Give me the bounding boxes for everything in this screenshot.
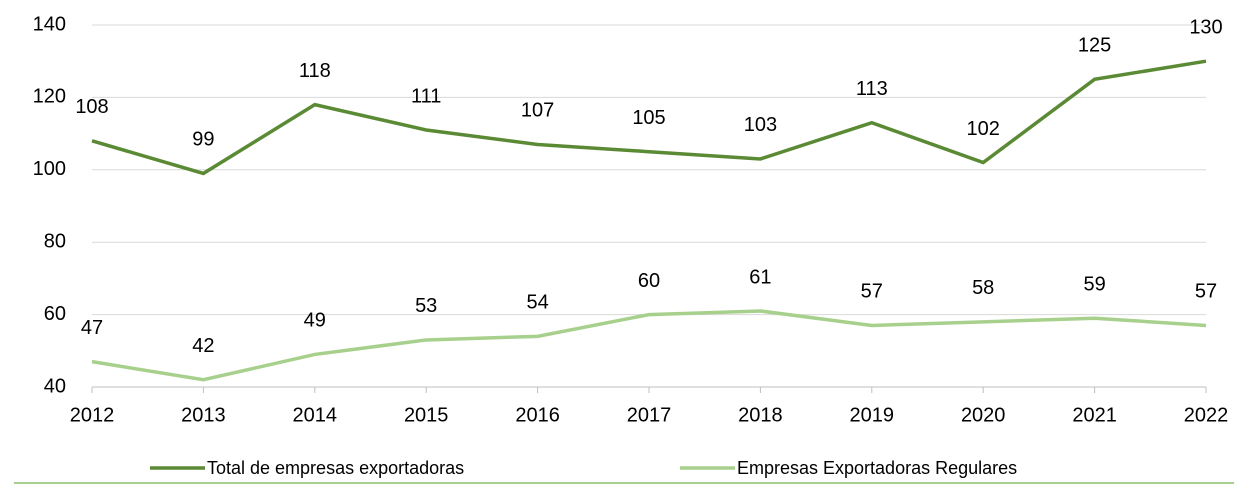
x-tick-label: 2020 — [961, 404, 1006, 426]
series-line — [91, 309, 1207, 382]
x-tick-label: 2016 — [515, 404, 560, 426]
x-tick-label: 2012 — [70, 404, 115, 426]
x-tick-label: 2015 — [404, 404, 449, 426]
data-label: 118 — [299, 60, 331, 82]
data-label: 57 — [1195, 281, 1217, 303]
x-tick-label: 2018 — [738, 404, 783, 426]
x-tick-label: 2022 — [1184, 404, 1229, 426]
y-tick-label: 60 — [44, 303, 66, 325]
data-label: 111 — [411, 85, 441, 107]
y-tick-label: 100 — [33, 158, 66, 180]
data-label: 47 — [81, 317, 103, 339]
data-label: 108 — [75, 96, 108, 118]
data-label: 107 — [521, 100, 554, 122]
y-tick-label: 120 — [33, 86, 66, 108]
data-label: 105 — [632, 107, 665, 129]
y-tick-label: 140 — [33, 13, 66, 35]
x-tick-label: 2019 — [850, 404, 895, 426]
data-label: 49 — [304, 310, 326, 332]
series-line — [91, 59, 1207, 176]
data-label: 130 — [1189, 16, 1222, 38]
legend-label: Empresas Exportadoras Regulares — [737, 458, 1017, 478]
legend: Total de empresas exportadoras Empresas E… — [150, 458, 1017, 478]
data-label: 125 — [1078, 35, 1111, 57]
data-label: 61 — [749, 266, 771, 288]
data-label: 102 — [967, 118, 1000, 140]
data-label: 103 — [744, 114, 777, 136]
data-label: 54 — [526, 292, 548, 314]
x-tick-label: 2013 — [181, 404, 226, 426]
data-label: 42 — [192, 335, 214, 357]
data-label: 60 — [638, 270, 660, 292]
x-tick-label: 2014 — [293, 404, 338, 426]
x-tick-label: 2017 — [627, 404, 672, 426]
x-tick-label: 2021 — [1072, 404, 1117, 426]
data-label: 59 — [1083, 274, 1105, 296]
legend-label: Total de empresas exportadoras — [207, 458, 464, 478]
y-tick-label: 80 — [44, 230, 66, 252]
data-label: 57 — [861, 281, 883, 303]
y-tick-label: 40 — [44, 375, 66, 397]
data-label: 53 — [415, 295, 437, 317]
data-label: 99 — [192, 129, 214, 151]
data-label: 113 — [856, 78, 888, 100]
data-label: 58 — [972, 277, 994, 299]
